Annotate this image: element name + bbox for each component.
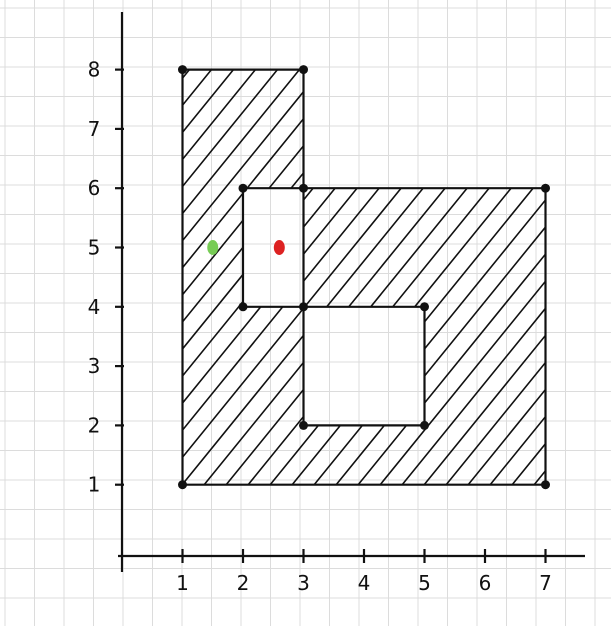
vertex-dot: [541, 480, 550, 490]
hatch-stroke: [209, 69, 546, 485]
x-tick-label: 2: [237, 571, 250, 595]
hatch-stroke: [562, 0, 611, 626]
y-tick-label: 3: [88, 354, 101, 378]
y-tick-label: 1: [88, 473, 101, 497]
hatch-stroke: [182, 69, 313, 485]
hatch-stroke: [182, 69, 203, 485]
hatch-stroke: [606, 0, 611, 626]
hatch-stroke: [182, 69, 335, 485]
hatch-stroke: [363, 69, 546, 485]
vertex-dot: [238, 302, 248, 312]
x-axis-ticks: 1 2 3 4 5 6 7: [176, 549, 552, 595]
x-tick-label: 1: [176, 571, 189, 595]
hatch-stroke: [182, 69, 357, 485]
hatch-stroke: [584, 0, 611, 626]
hatch-stroke: [517, 69, 546, 485]
hatch-stroke: [182, 69, 511, 485]
hatch-stroke: [253, 69, 546, 485]
vertex-dot: [420, 302, 429, 312]
vertex-dot: [541, 183, 550, 193]
hatch-stroke: [182, 69, 489, 485]
hatch-stroke: [319, 69, 546, 485]
hatch-stroke: [182, 69, 269, 485]
y-tick-label: 8: [88, 58, 101, 82]
hatch-stroke: [187, 69, 546, 485]
vertex-dot: [238, 183, 248, 193]
hatch-stroke: [182, 69, 379, 485]
hatch-stroke: [182, 69, 401, 485]
hatch-stroke: [539, 69, 546, 485]
marked-points: [207, 240, 285, 255]
green-point: [207, 240, 219, 255]
x-tick-label: 4: [358, 571, 371, 595]
x-tick-label: 6: [479, 571, 492, 595]
hatch-stroke: [182, 69, 546, 485]
x-tick-label: 7: [539, 571, 552, 595]
x-tick-label: 3: [297, 571, 310, 595]
y-axis-ticks: 1 2 3 4 5 6 7 8: [88, 58, 124, 497]
y-tick-label: 7: [88, 117, 101, 141]
y-tick-label: 5: [88, 236, 101, 260]
vertex-dot: [299, 420, 308, 430]
hatch-stroke: [182, 69, 546, 485]
x-tick-label: 5: [418, 571, 431, 595]
red-point: [273, 240, 285, 255]
hatch-stroke: [231, 69, 546, 485]
vertex-dot: [299, 302, 308, 312]
y-tick-label: 4: [88, 295, 101, 319]
outer-l-shape: [181, 68, 547, 486]
vertex-dot: [299, 183, 308, 193]
hatch-stroke: [407, 69, 546, 485]
y-tick-label: 6: [88, 176, 101, 200]
hatch-stroke: [182, 69, 546, 485]
hatch-stroke: [275, 69, 546, 485]
y-tick-label: 2: [88, 413, 101, 437]
hatch-stroke: [182, 69, 445, 485]
hatch-stroke: [495, 69, 546, 485]
vertex-dot: [299, 65, 308, 75]
vertex-dot: [420, 420, 429, 430]
vertex-dots: [178, 65, 550, 490]
vertex-dot: [178, 65, 187, 75]
hatch-stroke: [182, 69, 291, 485]
vertex-dot: [178, 480, 187, 490]
